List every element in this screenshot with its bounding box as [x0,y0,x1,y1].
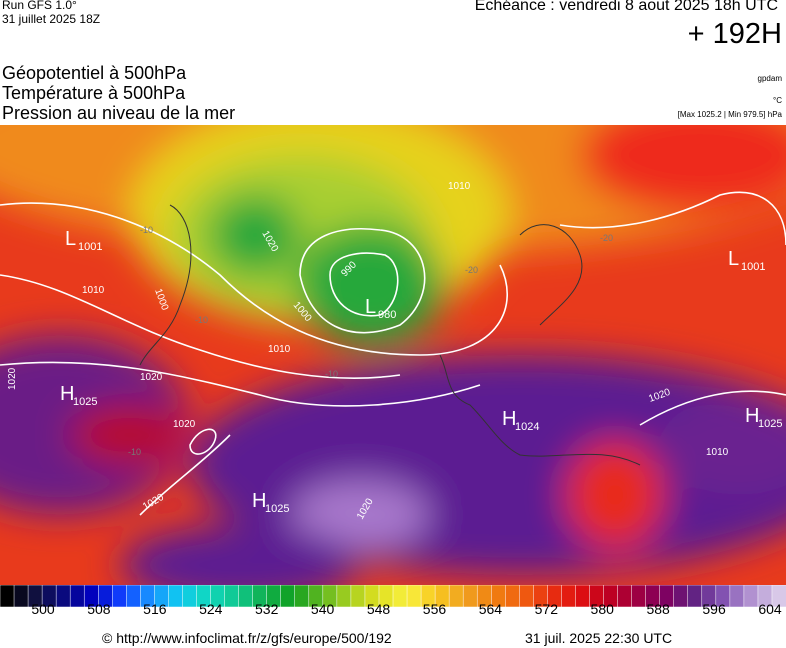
temperature-label: -10 [128,447,141,457]
run-date: 31 juillet 2025 18Z [2,12,101,26]
color-swatch [112,585,128,608]
color-swatch [673,585,689,608]
lead-time: + 192H [687,18,782,50]
pressure-value: 1024 [515,421,539,433]
color-swatch [69,585,85,608]
colorbar-label: 524 [199,601,223,615]
coastlines [139,204,641,466]
temperature-label: -10 [325,369,338,379]
pressure-value: 1025 [265,503,289,515]
colorbar-label: 580 [591,601,615,615]
color-swatch [336,585,352,608]
colorbar-label: 500 [31,601,55,615]
colorbar-label: 588 [646,601,670,615]
isobars [0,191,786,516]
pressure-center: H [745,405,759,427]
color-swatch [280,585,296,608]
temperature-label: -10 [140,225,153,235]
pressure-value: 1025 [758,418,782,430]
unit: gpdam [757,74,782,83]
temperature-label: -10 [195,315,208,325]
unit: [Max 1025.2 | Min 979.5] hPa [677,110,782,119]
layer-title: Géopotentiel à 500hPa [2,63,187,83]
color-swatch [771,585,786,608]
color-swatch [294,585,310,608]
pressure-center: H [502,408,516,430]
color-swatch [729,585,745,608]
color-swatch [13,585,29,608]
run: Run GFS 1.0° [2,0,77,12]
color-swatch [462,585,478,608]
pressure-center: L [365,296,376,318]
pressure-center: L [65,228,76,250]
pressure-center: H [60,383,74,405]
colorbar-label: 604 [758,601,782,615]
isobar-label: 1020 [7,367,18,390]
color-swatch [0,585,15,608]
color-swatch [561,585,577,608]
isobar-label: 1010 [268,344,291,355]
pressure-value: 1001 [741,261,765,273]
pressure-value: 1001 [78,241,102,253]
echeance: Echéance : vendredi 8 aout 2025 18h UTC [474,0,778,14]
layer-title: Température à 500hPa [2,83,186,103]
colorbar-label: 540 [311,601,335,615]
color-swatch [238,585,254,608]
pressure-value: 1025 [73,396,97,408]
pressure-center: L [728,248,739,270]
color-swatch [448,585,464,608]
isobar-label: 1010 [448,181,471,192]
isobar-label: 1010 [82,285,105,296]
isobar-label: 1020 [173,419,196,430]
color-swatch [519,585,535,608]
colorbar-label: 516 [143,601,167,615]
pressure-center: H [252,490,266,512]
timestamp: 31 juil. 2025 22:30 UTC [525,630,673,646]
color-swatch [126,585,142,608]
color-swatch [224,585,240,608]
colorbar: 500 508 516 524 532 540 548 556 564 572 580 588 596 6… [0,585,786,615]
color-swatch [392,585,408,608]
color-swatch [350,585,366,608]
color-swatch [182,585,198,608]
isobar-label: 1020 [140,372,163,383]
color-swatch [55,585,71,608]
color-swatch [505,585,521,608]
pressure-value: 980 [378,309,396,321]
source-url: © http://www.infoclimat.fr/z/gfs/europe/… [102,630,392,646]
color-swatch [168,585,184,608]
isobar-label: 1010 [706,447,729,458]
colorbar-label: 572 [535,601,559,615]
unit: °C [773,96,782,105]
colorbar-label: 532 [255,601,279,615]
color-swatch [575,585,591,608]
temperature-label: -20 [600,233,613,243]
color-swatch [406,585,422,608]
field [0,125,786,585]
colorbar-label: 596 [702,601,726,615]
color-swatch [617,585,633,608]
color-swatch [631,585,647,608]
layer-title: Pression au niveau de la mer [2,103,236,123]
colorbar-label: 564 [479,601,503,615]
temperature-label: -20 [465,265,478,275]
colorbar-label: 556 [423,601,447,615]
colorbar-label: 548 [367,601,391,615]
color-swatch [743,585,759,608]
colorbar-label: 508 [87,601,111,615]
color-swatch [687,585,703,608]
